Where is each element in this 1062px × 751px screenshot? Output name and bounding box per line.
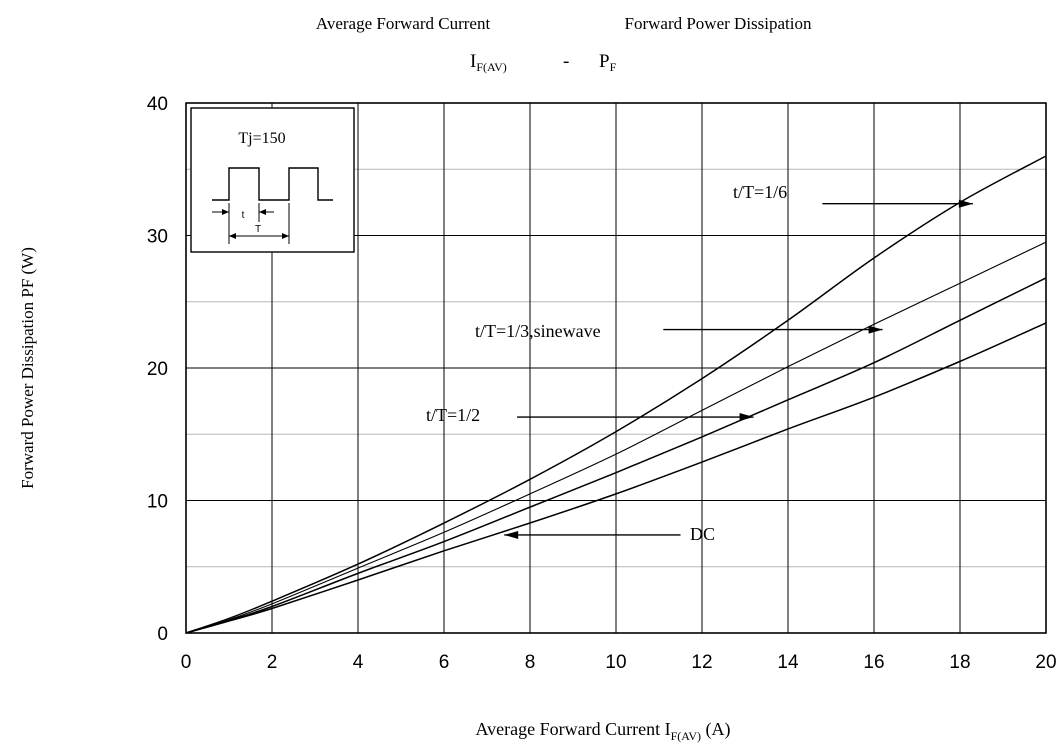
subtitle-separator: - [563,51,569,72]
inset-frame [190,107,355,253]
annotation-label: t/T=1/2 [426,405,480,425]
x-tick-label: 16 [863,652,884,673]
y-tick-label: 30 [147,227,168,248]
annotation-label: t/T=1/3,sinewave [475,321,601,341]
inset-arrowhead [259,209,266,215]
y-tick-label: 20 [147,359,168,380]
x-tick-label: 20 [1035,652,1056,673]
inset-arrowhead [282,233,289,239]
x-tick-label: 0 [181,652,192,673]
series-group [185,155,1047,634]
annotation-label: DC [690,524,715,544]
inset-arrowhead [222,209,229,215]
series-line-3 [185,277,1047,634]
inset-temperature-label: Tj=150 [238,130,285,147]
series-line-1 [185,155,1047,634]
ticks-group: 0 2 4 6 8 10 12 14 16 18 20 0 10 20 30 40 [147,94,1057,673]
inset-T-label: T [255,224,261,235]
inset-arrowhead [229,233,236,239]
chart-title-right: Forward Power Dissipation [625,14,812,33]
x-tick-label: 18 [949,652,970,673]
annotation-arrowhead [504,530,519,539]
chart-title-left: Average Forward Current [316,14,491,33]
series-line-4 [185,322,1047,634]
subtitle-power-symbol: PF [599,51,617,74]
y-tick-label: 0 [157,624,168,645]
subtitle-current-symbol: IF(AV) [470,51,507,74]
grid [186,103,1046,633]
x-tick-label: 12 [691,652,712,673]
annotation-arrowhead [739,413,754,422]
x-tick-label: 8 [525,652,536,673]
chart-subtitle: IF(AV) - PF [470,51,617,74]
annotation-arrowhead [958,199,973,208]
annotations-group: t/T=1/6 t/T=1/3,sinewave t/T=1/2 DC [426,182,973,544]
x-tick-label: 14 [777,652,799,673]
inset-box: Tj=150 t T [190,107,355,253]
x-axis-label: Average Forward Current IF(AV) (A) [475,719,730,743]
annotation-arrowhead [868,325,883,334]
x-tick-label: 6 [439,652,450,673]
y-tick-label: 10 [147,492,168,513]
x-tick-label: 4 [353,652,364,673]
annotation-label: t/T=1/6 [733,182,787,202]
x-tick-label: 2 [267,652,278,673]
y-tick-label: 40 [147,94,168,115]
pulse-waveform-icon [212,167,333,201]
x-tick-label: 10 [605,652,626,673]
plot-frame [185,102,1047,634]
series-line-2 [185,241,1047,634]
y-axis-label: Forward Power Dissipation PF (W) [18,247,37,489]
inset-t-label: t [242,210,245,221]
